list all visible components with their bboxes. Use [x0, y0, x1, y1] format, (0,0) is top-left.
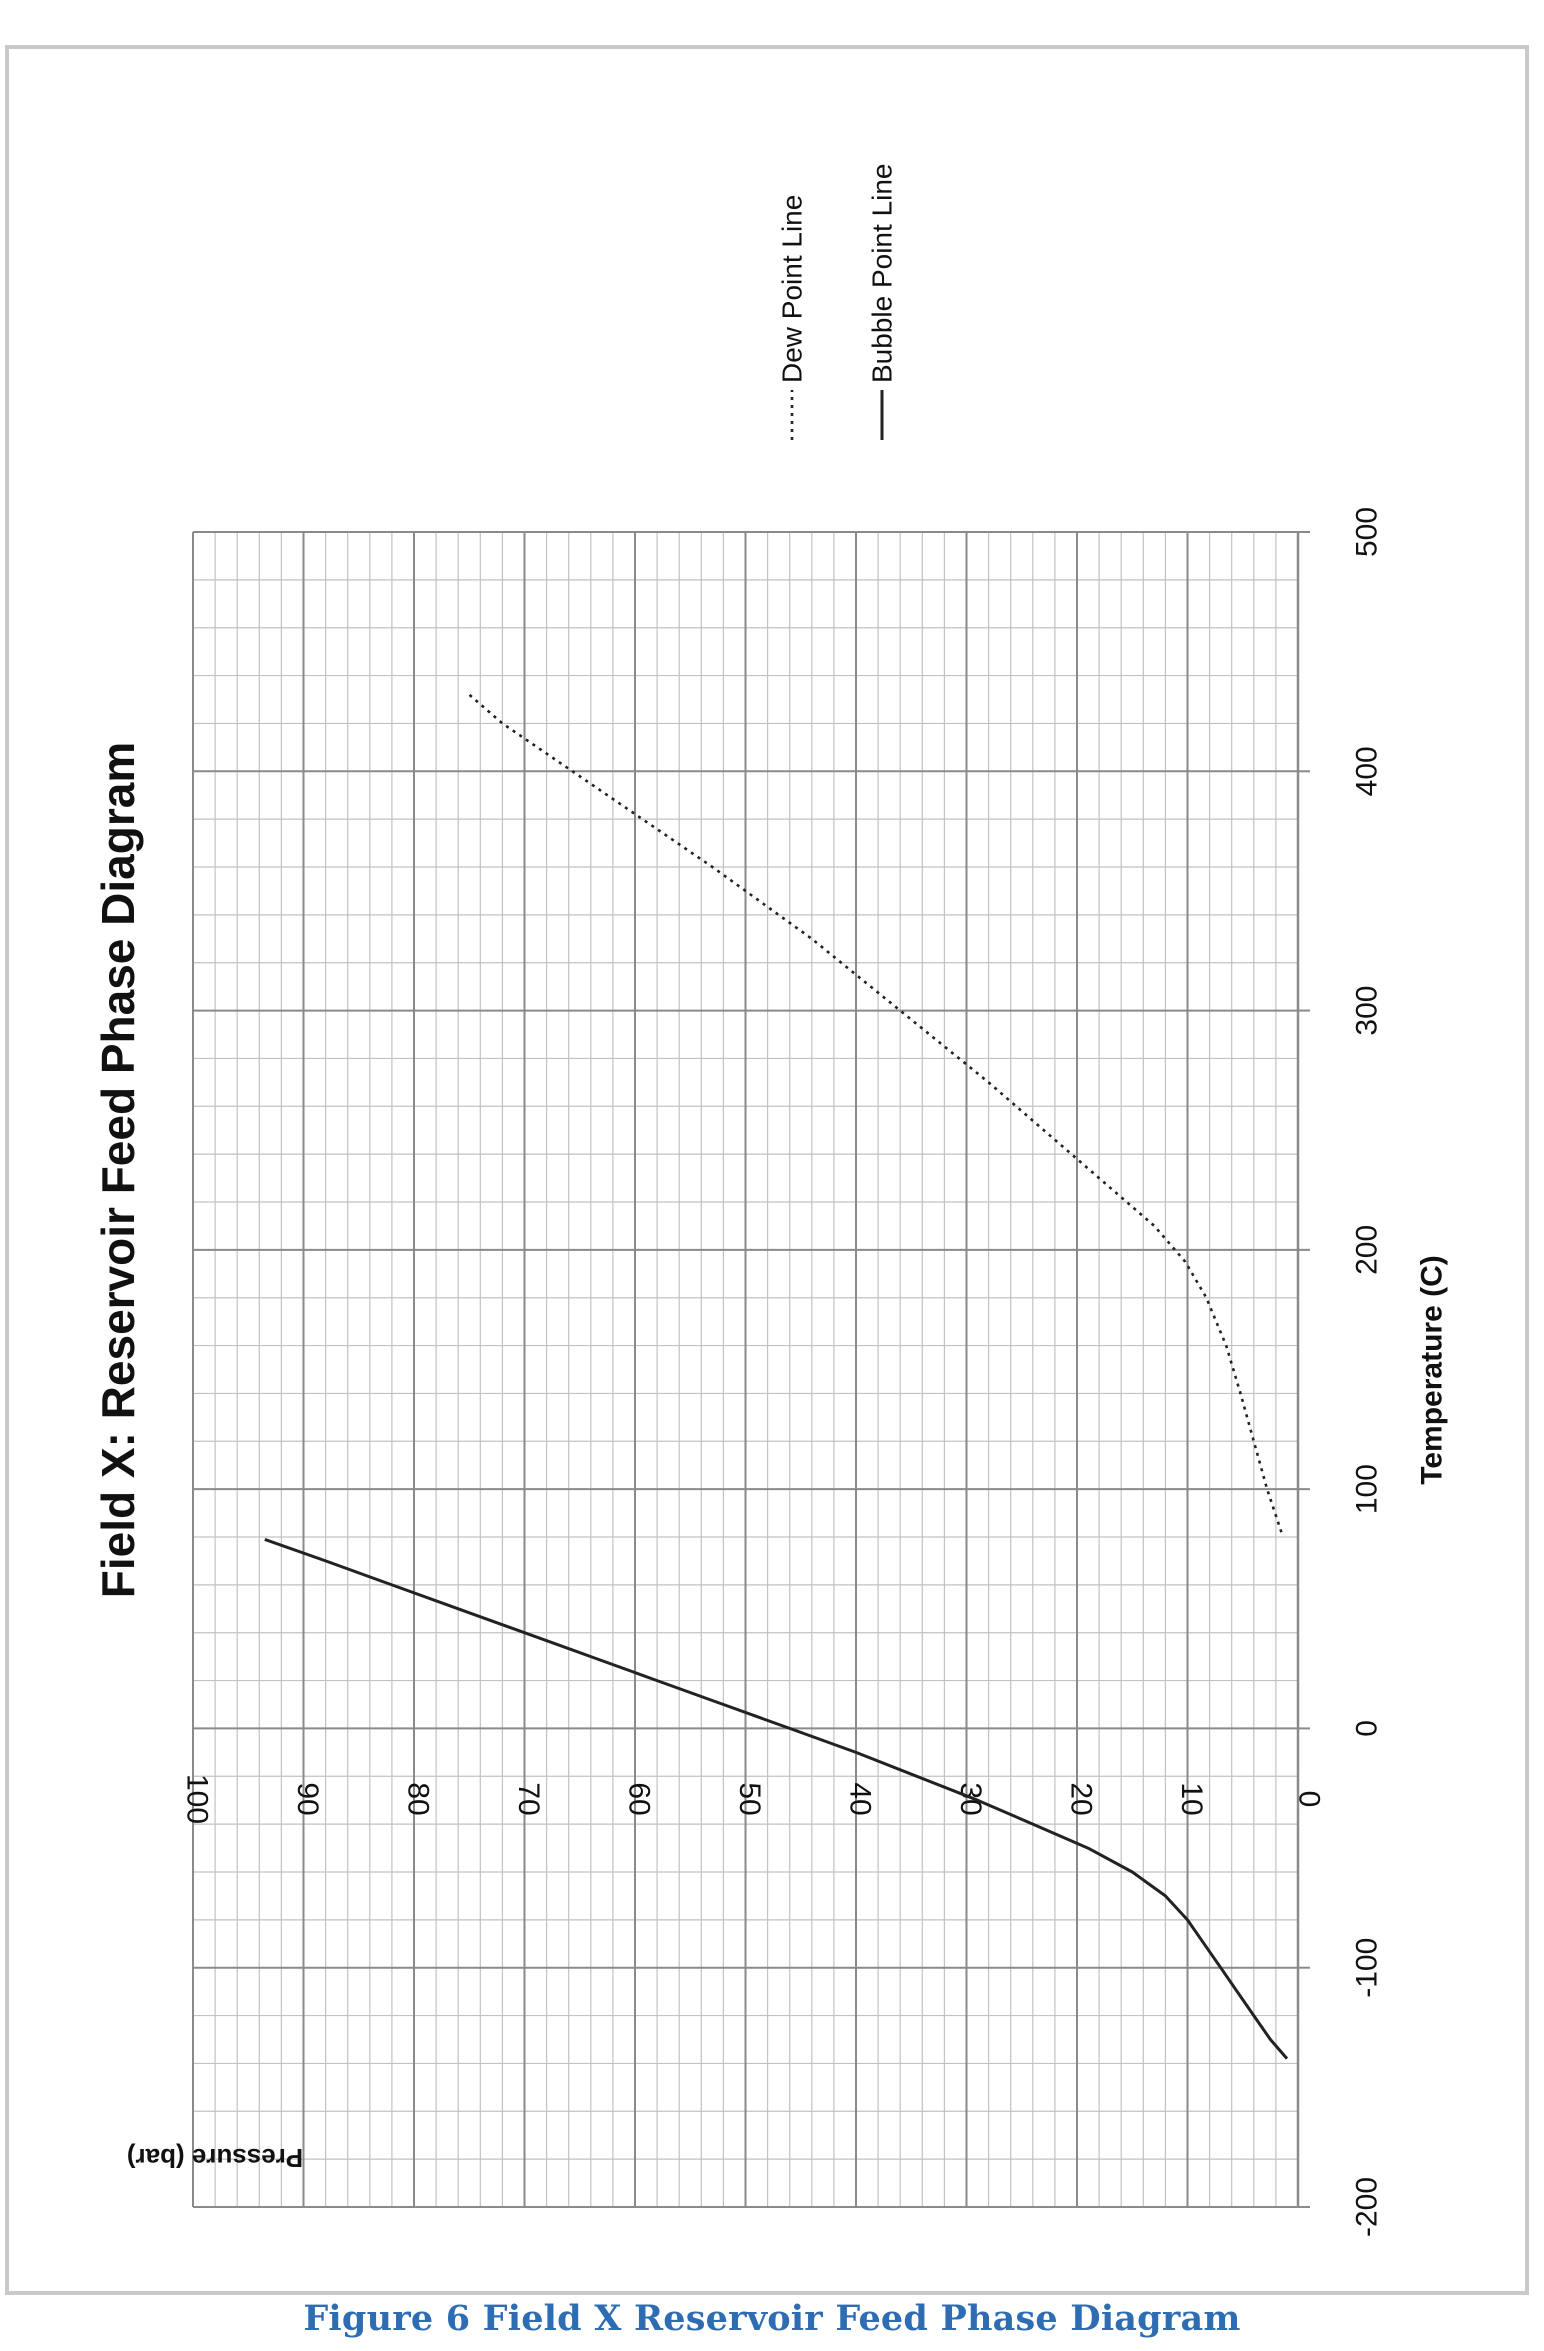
pressure-tick-label: 60 [623, 1782, 656, 1815]
temperature-tick-label: 500 [1351, 507, 1384, 557]
temperature-tick-label: 0 [1351, 1720, 1384, 1737]
temperature-tick-label: 100 [1351, 1464, 1384, 1514]
dew-point-line [468, 693, 1283, 1533]
pressure-tick-label: 90 [291, 1782, 324, 1815]
y-axis-label: Pressure (bar) [127, 2143, 303, 2173]
legend-label: Bubble Point Line [867, 163, 898, 383]
plot-grid [192, 531, 1299, 2208]
temperature-tick-label: 200 [1351, 1225, 1384, 1275]
legend-label: Dew Point Line [777, 195, 808, 383]
pressure-tick-label: 40 [844, 1782, 877, 1815]
temperature-tick-label: 300 [1351, 986, 1384, 1036]
temperature-tick-label: 400 [1351, 746, 1384, 796]
figure-caption: Figure 6 Field X Reservoir Feed Phase Di… [303, 2298, 1241, 2339]
x-axis-label: Temperature (C) [1416, 1255, 1449, 1484]
temperature-tick-label: -200 [1351, 2177, 1384, 2237]
pressure-tick-label: 50 [733, 1782, 766, 1815]
pressure-tick-label: 70 [512, 1782, 545, 1815]
pressure-tick-label: 100 [181, 1774, 214, 1824]
temperature-tick-label: -100 [1351, 1938, 1384, 1998]
chart-title: Field X: Reservoir Feed Phase Diagram [92, 742, 144, 1598]
bubble-point-line [264, 1537, 1289, 2060]
pressure-tick-label: 0 [1293, 1791, 1326, 1808]
pressure-tick-label: 20 [1065, 1782, 1098, 1815]
pressure-tick-label: 10 [1175, 1782, 1208, 1815]
pressure-tick-label: 80 [402, 1782, 435, 1815]
